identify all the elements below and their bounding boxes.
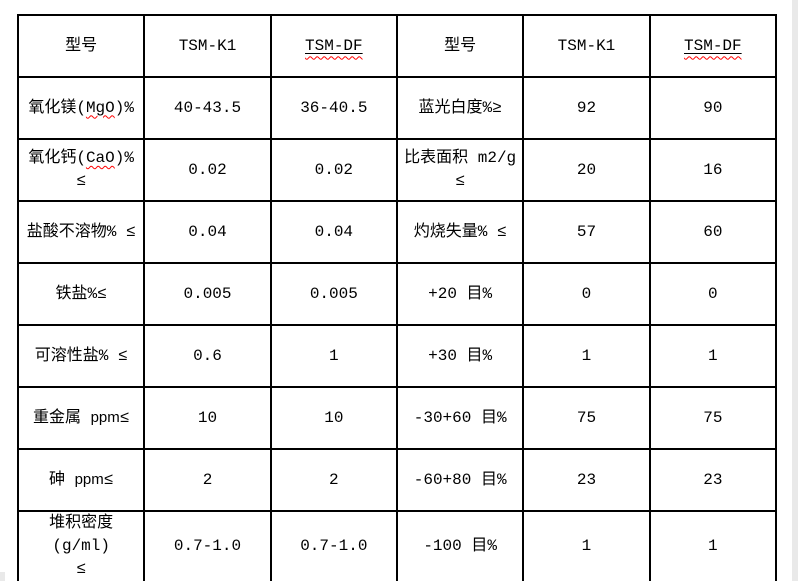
value-cell: 10 bbox=[143, 386, 272, 450]
table-row-iron-salt: 铁盐%≤ 0.005 0.005 +20 目% 0 0 bbox=[16, 262, 778, 326]
param-label-cell: 可溶性盐% ≤ bbox=[16, 324, 146, 388]
right-edge-strip bbox=[792, 0, 798, 581]
param-label-cell: 重金属 ppm≤ bbox=[16, 386, 146, 450]
header-cell-model: 型号 bbox=[16, 14, 146, 78]
param-label-cell: +30 目% bbox=[395, 324, 525, 388]
header-cell-tsm-k1: TSM-K1 bbox=[143, 14, 272, 78]
table-row-cao: 氧化钙(CaO)% ≤ 0.02 0.02 比表面积 m2/g ≤ 20 16 bbox=[16, 138, 778, 202]
table-row-hcl-insoluble: 盐酸不溶物% ≤ 0.04 0.04 灼烧失量% ≤ 57 60 bbox=[16, 200, 778, 264]
param-label-cell: -100 目% bbox=[395, 510, 525, 581]
param-label-cell: 盐酸不溶物% ≤ bbox=[16, 200, 146, 264]
value-cell: 75 bbox=[648, 386, 778, 450]
label-line2: ≤ bbox=[455, 172, 465, 190]
value-cell: 0.6 bbox=[143, 324, 272, 388]
table-row-mgo: 氧化镁(MgO)% 40-43.5 36-40.5 蓝光白度%≥ 92 90 bbox=[16, 76, 778, 140]
value-cell: 1 bbox=[648, 324, 778, 388]
table-row-bulk-density: 堆积密度(g/ml) ≤ 0.7-1.0 0.7-1.0 -100 目% 1 1 bbox=[16, 510, 778, 581]
param-label-cell: 比表面积 m2/g ≤ bbox=[395, 138, 525, 202]
product-spec-table: 型号 TSM-K1 TSM-DF 型号 TSM-K1 TSM-DF 氧化镁(Mg… bbox=[16, 14, 778, 581]
label-text: )% bbox=[114, 149, 134, 167]
table-row-arsenic: 砷 ppm≤ 2 2 -60+80 目% 23 23 bbox=[16, 448, 778, 512]
spellcheck-squiggle: TSM-DF bbox=[305, 37, 363, 55]
value-cell: 60 bbox=[648, 200, 778, 264]
label-text: 砷 bbox=[48, 471, 75, 489]
underlined-text: TSM-DF bbox=[684, 36, 742, 55]
value-cell: 40-43.5 bbox=[143, 76, 272, 140]
header-cell-tsm-df: TSM-DF bbox=[269, 14, 398, 78]
bottom-edge-strip bbox=[0, 572, 5, 581]
param-label-cell: 氧化镁(MgO)% bbox=[16, 76, 146, 140]
value-cell: 2 bbox=[269, 448, 398, 512]
label-text: 氧化钙( bbox=[28, 149, 86, 167]
table-header-row: 型号 TSM-K1 TSM-DF 型号 TSM-K1 TSM-DF bbox=[16, 14, 778, 78]
value-cell: 0.04 bbox=[269, 200, 398, 264]
param-label-cell: +20 目% bbox=[395, 262, 525, 326]
value-cell: 57 bbox=[522, 200, 651, 264]
value-cell: 75 bbox=[522, 386, 651, 450]
value-cell: 0 bbox=[648, 262, 778, 326]
spellchecked-term: MgO bbox=[85, 98, 115, 117]
value-cell: 0.7-1.0 bbox=[269, 510, 398, 581]
unit-text: ppm bbox=[74, 471, 104, 488]
header-cell-model-2: 型号 bbox=[395, 14, 525, 78]
label-line2: ≤ bbox=[76, 172, 86, 190]
param-label-cell: 砷 ppm≤ bbox=[16, 448, 146, 512]
label-text: ≤ bbox=[103, 471, 114, 489]
value-cell: 0.02 bbox=[143, 138, 272, 202]
param-label-cell: -60+80 目% bbox=[395, 448, 525, 512]
param-label-cell: 堆积密度(g/ml) ≤ bbox=[16, 510, 146, 581]
param-label-cell: 铁盐%≤ bbox=[16, 262, 146, 326]
value-cell: 0.04 bbox=[143, 200, 272, 264]
label-text: 重金属 bbox=[32, 409, 91, 427]
value-cell: 2 bbox=[143, 448, 272, 512]
value-cell: 10 bbox=[269, 386, 398, 450]
value-cell: 90 bbox=[648, 76, 778, 140]
label-line1: 比表面积 m2/g bbox=[404, 149, 517, 167]
label-line2: ≤ bbox=[76, 560, 86, 578]
value-cell: 20 bbox=[522, 138, 651, 202]
value-cell: 1 bbox=[648, 510, 778, 581]
label-line1: 氧化钙(CaO)% bbox=[22, 147, 140, 170]
unit-text: ppm bbox=[90, 409, 120, 426]
value-cell: 1 bbox=[522, 510, 651, 581]
label-text: ≤ bbox=[119, 409, 130, 427]
label-text: 氧化镁( bbox=[28, 98, 86, 117]
header-cell-tsm-k1-2: TSM-K1 bbox=[522, 14, 651, 78]
value-cell: 0.02 bbox=[269, 138, 398, 202]
spellchecked-term: CaO bbox=[85, 149, 115, 167]
param-label-cell: 氧化钙(CaO)% ≤ bbox=[16, 138, 146, 202]
value-cell: 23 bbox=[648, 448, 778, 512]
spellcheck-squiggle: TSM-DF bbox=[684, 37, 742, 55]
param-label-cell: 蓝光白度%≥ bbox=[395, 76, 525, 140]
value-cell: 0.005 bbox=[143, 262, 272, 326]
value-cell: 16 bbox=[648, 138, 778, 202]
table-row-soluble-salt: 可溶性盐% ≤ 0.6 1 +30 目% 1 1 bbox=[16, 324, 778, 388]
header-cell-tsm-df-2: TSM-DF bbox=[648, 14, 778, 78]
label-text: )% bbox=[114, 98, 134, 117]
value-cell: 0.005 bbox=[269, 262, 398, 326]
underlined-text: TSM-DF bbox=[305, 36, 363, 55]
param-label-cell: 灼烧失量% ≤ bbox=[395, 200, 525, 264]
value-cell: 0.7-1.0 bbox=[143, 510, 272, 581]
value-cell: 1 bbox=[269, 324, 398, 388]
value-cell: 1 bbox=[522, 324, 651, 388]
value-cell: 23 bbox=[522, 448, 651, 512]
param-label-cell: -30+60 目% bbox=[395, 386, 525, 450]
table-row-heavy-metals: 重金属 ppm≤ 10 10 -30+60 目% 75 75 bbox=[16, 386, 778, 450]
label-line1: 堆积密度(g/ml) bbox=[49, 514, 114, 555]
value-cell: 92 bbox=[522, 76, 651, 140]
value-cell: 36-40.5 bbox=[269, 76, 398, 140]
value-cell: 0 bbox=[522, 262, 651, 326]
